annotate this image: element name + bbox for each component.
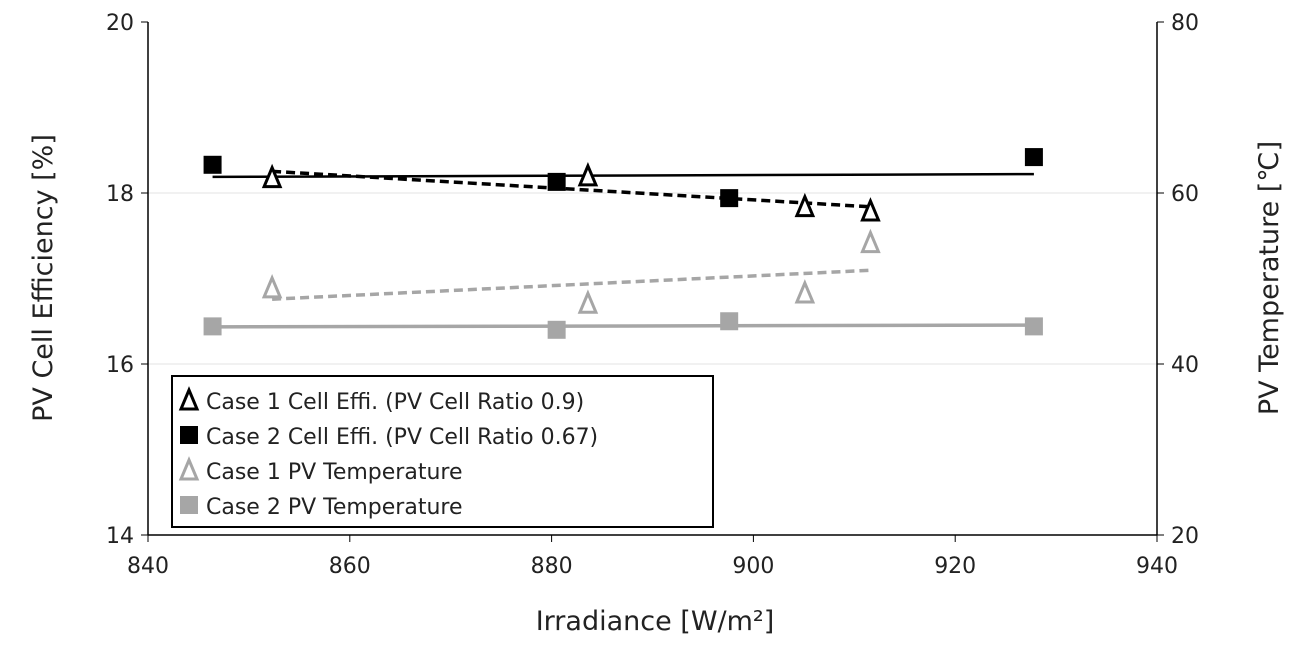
x-tick-label: 940 [1136, 554, 1178, 579]
gridlines [148, 192, 1157, 365]
data-point-series-1 [577, 162, 599, 187]
x-tick-label: 840 [127, 554, 169, 579]
y-tick-label: 18 [106, 182, 134, 207]
trendlines [212, 169, 1034, 329]
y-tick-label: 14 [106, 524, 134, 549]
y2-tick-label: 40 [1171, 353, 1199, 378]
y-axis-label: PV Cell Efficiency [%] [28, 134, 59, 422]
trendline-series-2 [212, 172, 1034, 179]
data-point-series-3 [577, 289, 599, 314]
data-point-series-4 [720, 312, 739, 331]
trendline-series-4 [212, 323, 1034, 329]
y-tick-label: 20 [106, 11, 134, 36]
legend-label-2: Case 2 Cell Effi. (PV Cell Ratio 0.67) [206, 425, 598, 450]
data-point-series-2 [720, 189, 739, 208]
x-tick-label: 920 [934, 554, 976, 579]
legend-label-1: Case 1 Cell Effi. (PV Cell Ratio 0.9) [206, 390, 584, 415]
legend-label-4: Case 2 PV Temperature [206, 495, 463, 520]
legend-marker-3 [178, 456, 200, 481]
trendline-series-3 [272, 268, 871, 301]
y2-axis-label: PV Temperature [℃] [1254, 141, 1285, 415]
data-point-series-1 [794, 192, 816, 218]
x-axis-label: Irradiance [W/m²] [536, 606, 775, 637]
y2-tick-label: 60 [1171, 182, 1199, 207]
x-tick-label: 860 [329, 554, 371, 579]
x-tick-label: 900 [732, 554, 774, 579]
data-point-series-3 [860, 228, 881, 254]
data-point-series-1 [860, 197, 881, 222]
legend: Case 1 Cell Effi. (PV Cell Ratio 0.9) Cas… [171, 375, 714, 528]
y-tick-label: 16 [106, 353, 134, 378]
legend-marker-1 [178, 386, 200, 411]
x-tick-label: 880 [531, 554, 573, 579]
data-point-series-2 [203, 155, 222, 174]
data-point-series-4 [547, 320, 566, 339]
data-point-series-2 [1024, 148, 1043, 167]
data-point-series-3 [261, 274, 283, 299]
legend-label-3: Case 1 PV Temperature [206, 460, 463, 485]
data-point-series-2 [547, 172, 566, 191]
data-point-series-1 [261, 163, 283, 189]
data-point-series-4 [203, 317, 222, 336]
legend-marker-4 [180, 496, 198, 514]
axes: 840 860 880 900 920 940 14 16 18 20 20 40 60 80 [106, 11, 1199, 579]
y2-tick-label: 20 [1171, 524, 1199, 549]
data-points [203, 148, 1043, 339]
data-point-series-4 [1024, 317, 1043, 336]
data-point-series-3 [794, 279, 816, 304]
y2-tick-label: 80 [1171, 11, 1199, 36]
legend-marker-2 [180, 426, 198, 444]
